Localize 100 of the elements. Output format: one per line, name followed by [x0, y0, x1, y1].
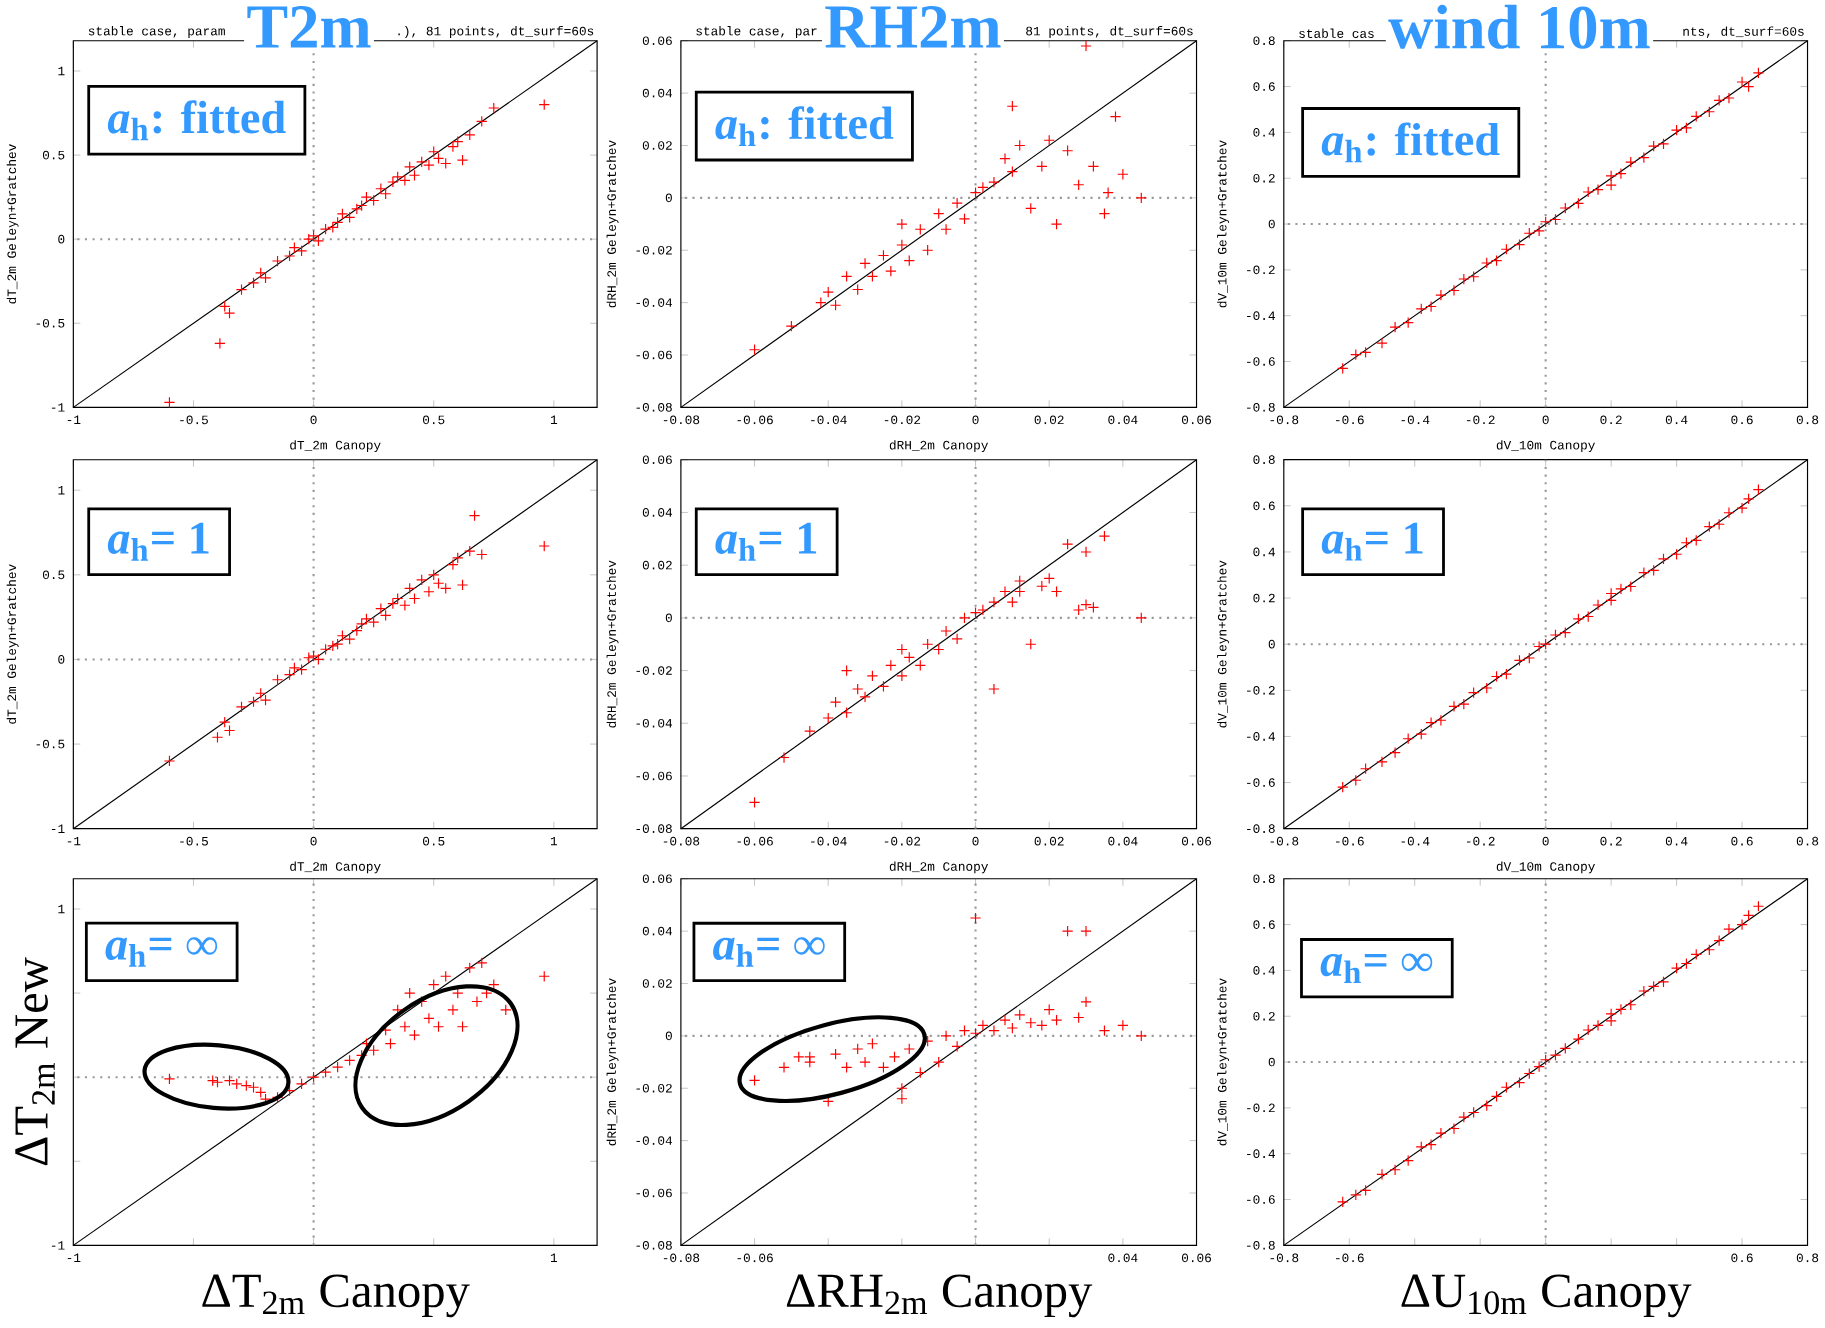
- point: [1425, 716, 1437, 729]
- point: [1615, 583, 1627, 595]
- x-tick-label: -0.5: [180, 836, 208, 846]
- point: [1539, 638, 1552, 650]
- point: [840, 270, 853, 283]
- point: [247, 277, 260, 289]
- y-tick-label: -0.08: [636, 824, 672, 833]
- point: [1513, 654, 1526, 667]
- point: [1559, 626, 1572, 639]
- point: [1500, 243, 1513, 255]
- x-tick-label: 1: [550, 415, 558, 424]
- text: stable case, param: [88, 26, 225, 38]
- point: [822, 286, 834, 298]
- point: [464, 129, 476, 141]
- point: [283, 668, 296, 681]
- x-tick-label: -0.2: [1466, 415, 1495, 425]
- y-tick-label: 0.5: [42, 150, 65, 160]
- point: [408, 1029, 421, 1041]
- y-tick-label: 0.8: [1253, 455, 1275, 465]
- point: [1006, 596, 1019, 608]
- x-tick-label: -0.06: [737, 836, 773, 846]
- point: [1415, 303, 1427, 315]
- x-axis-title: ΔRH$_{2m}$ Canopy: [786, 1274, 1093, 1318]
- point: [1490, 1090, 1503, 1103]
- x-tick-label: 0: [310, 415, 317, 425]
- point: [319, 1066, 332, 1078]
- point: [327, 221, 339, 234]
- point: [1006, 100, 1019, 112]
- x-axis-title: dT_2m Canopy: [290, 440, 381, 453]
- point: [1723, 507, 1735, 519]
- x-tick-label: 0.02: [1034, 836, 1064, 846]
- point: [1703, 520, 1716, 533]
- point: [829, 1048, 842, 1060]
- y-tick-label: 0.06: [642, 36, 672, 46]
- point: [1523, 652, 1535, 664]
- point: [447, 558, 459, 571]
- point: [319, 223, 332, 235]
- point: [468, 509, 481, 522]
- point: [1752, 483, 1765, 496]
- x-tick-label: -1: [67, 836, 81, 846]
- point: [748, 344, 761, 356]
- point: [1448, 1122, 1460, 1135]
- point: [1425, 1138, 1437, 1151]
- point: [1533, 640, 1545, 653]
- x-tick-label: -0.4: [1401, 836, 1430, 846]
- point: [1072, 1011, 1085, 1024]
- point: [859, 691, 871, 703]
- x-tick-label: 0.4: [1665, 415, 1688, 425]
- x-tick-label: -0.02: [884, 415, 921, 425]
- y-tick-label: -0.06: [636, 350, 672, 360]
- y-axis-title: dRH_2m Geleyn+Gratchev: [606, 978, 619, 1146]
- annotation: a$_{h}$: fitted: [107, 100, 286, 141]
- point: [163, 396, 176, 409]
- point: [1389, 321, 1401, 333]
- point: [914, 1066, 926, 1079]
- point: [1723, 92, 1735, 104]
- y-tick-label: -1: [51, 1241, 65, 1250]
- point: [1523, 227, 1535, 239]
- y-tick-label: 0: [1268, 219, 1275, 229]
- point: [988, 1024, 1000, 1037]
- annotation: a$_{h}$: fitted: [1321, 122, 1500, 163]
- text: stable cas: [1299, 28, 1374, 38]
- point: [403, 582, 416, 595]
- point: [387, 597, 399, 610]
- x-tick-label: 0.06: [1181, 836, 1212, 846]
- point: [1025, 638, 1037, 650]
- point: [1359, 346, 1372, 359]
- y-tick-label: 0.5: [42, 570, 65, 580]
- point: [1389, 746, 1401, 759]
- x-tick-label: -0.6: [1336, 836, 1364, 846]
- x-tick-label: 0.04: [1108, 1253, 1138, 1263]
- point: [408, 169, 421, 181]
- x-axis-title: ΔU$_{10m}$ Canopy: [1401, 1274, 1692, 1318]
- point: [1723, 923, 1735, 935]
- y-tick-label: -0.2: [1247, 685, 1275, 695]
- point: [295, 663, 308, 676]
- x-tick-label: 0.06: [1181, 1253, 1212, 1263]
- point: [351, 624, 363, 637]
- point: [977, 604, 989, 616]
- point: [240, 1079, 253, 1092]
- point: [476, 548, 488, 561]
- y-tick-label: 0.4: [1253, 128, 1275, 137]
- point: [1337, 781, 1349, 793]
- y-tick-label: -0.4: [1247, 311, 1275, 321]
- point: [1376, 337, 1388, 349]
- point: [921, 638, 934, 650]
- point: [829, 299, 842, 311]
- point: [343, 1054, 356, 1067]
- point: [423, 1012, 435, 1025]
- point: [951, 1040, 963, 1053]
- point: [1458, 1111, 1470, 1123]
- point: [471, 995, 483, 1008]
- point: [1549, 629, 1562, 641]
- point: [951, 197, 963, 209]
- x-tick-label: 0.8: [1796, 1253, 1819, 1263]
- y-tick-label: -0.6: [1247, 778, 1275, 787]
- x-tick-label: -0.02: [884, 836, 921, 846]
- point: [785, 320, 798, 332]
- point: [1615, 1003, 1627, 1016]
- point: [1523, 1067, 1535, 1080]
